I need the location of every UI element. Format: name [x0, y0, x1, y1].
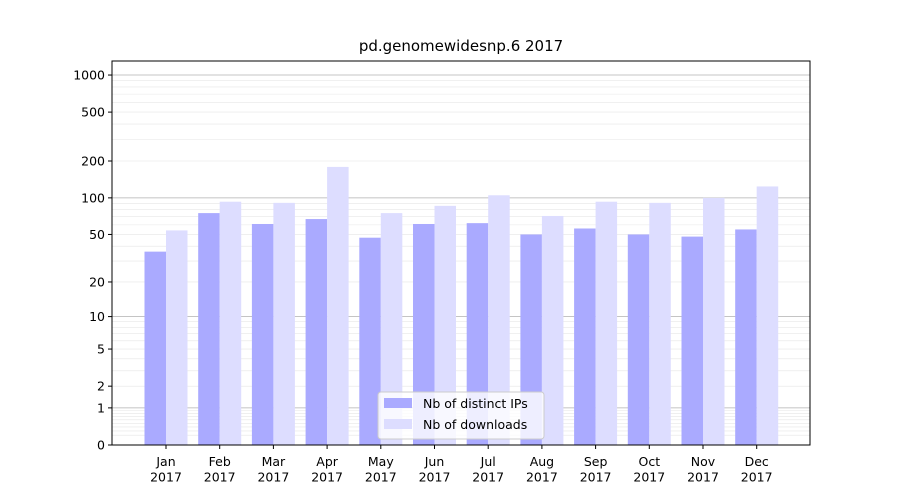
x-tick-label: Aug 2017	[526, 454, 558, 485]
x-tick-label: Nov 2017	[687, 454, 719, 485]
x-tick-label: Feb 2017	[204, 454, 236, 485]
bar-distinct-ips	[735, 229, 757, 445]
bar-distinct-ips	[627, 234, 650, 445]
bar-downloads	[703, 197, 725, 445]
bar-downloads	[380, 213, 403, 445]
bar-distinct-ips	[359, 237, 381, 445]
x-axis: Jan 2017 Feb 2017 Mar 2017 Apr 2017 May 2017 Jun 20…	[150, 445, 773, 485]
x-tick-label: Oct 2017	[633, 454, 665, 485]
bar-downloads	[488, 195, 510, 445]
bars	[144, 166, 779, 445]
x-tick-label: Sep 2017	[580, 454, 612, 485]
bar-distinct-ips	[574, 228, 596, 445]
legend-swatch-ips	[384, 398, 412, 408]
bar-downloads	[273, 202, 295, 445]
x-tick-label: Dec 2017	[741, 454, 773, 485]
bar-downloads	[166, 230, 188, 445]
bar-downloads	[649, 202, 671, 445]
x-tick-label: Jul 2017	[472, 454, 504, 485]
chart-title: pd.genomewidesnp.6 2017	[359, 37, 563, 55]
bar-distinct-ips	[466, 223, 489, 445]
y-tick-label: 10	[89, 309, 105, 324]
bar-distinct-ips	[681, 236, 703, 445]
bar-distinct-ips	[198, 213, 220, 445]
y-tick-label: 20	[89, 274, 105, 289]
legend-box	[377, 391, 545, 440]
y-tick-label: 2	[97, 379, 105, 394]
legend-swatch-downloads	[384, 419, 412, 429]
bar-distinct-ips	[144, 251, 166, 445]
x-tick-label: Mar 2017	[257, 454, 289, 485]
x-tick-label: Jun 2017	[419, 454, 451, 485]
y-axis: 0 1 2 5 10 20 50 100 200 500 1000	[73, 68, 112, 453]
bar-downloads	[327, 166, 349, 445]
y-tick-label: 100	[81, 190, 105, 205]
y-tick-label: 1	[97, 400, 105, 415]
bar-distinct-ips	[251, 223, 274, 445]
legend-label-ips: Nb of distinct IPs	[423, 396, 528, 411]
plot-frame	[111, 60, 811, 446]
legend-label-downloads: Nb of downloads	[423, 417, 527, 432]
bar-distinct-ips	[305, 219, 328, 445]
y-tick-label: 5	[97, 342, 105, 357]
y-tick-label: 200	[81, 154, 105, 169]
bar-downloads	[595, 201, 618, 445]
bar-downloads	[219, 201, 242, 445]
y-tick-label: 50	[89, 227, 105, 242]
y-tick-label: 500	[81, 105, 105, 120]
y-tick-label: 0	[97, 438, 105, 453]
bar-downloads	[541, 215, 564, 445]
x-tick-label: Apr 2017	[311, 454, 343, 485]
bar-downloads	[434, 205, 456, 445]
x-tick-label: May 2017	[365, 454, 397, 485]
bar-distinct-ips	[413, 223, 435, 445]
y-tick-label: 1000	[73, 68, 105, 83]
legend: Nb of distinct IPs Nb of downloads	[377, 391, 545, 440]
x-tick-label: Jan 2017	[150, 454, 182, 485]
bar-downloads	[756, 186, 779, 445]
